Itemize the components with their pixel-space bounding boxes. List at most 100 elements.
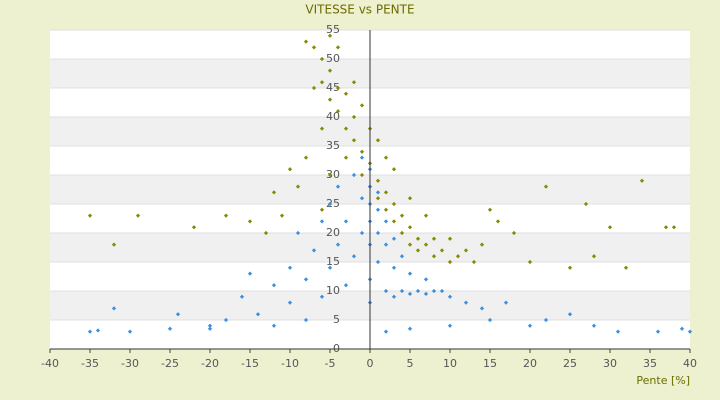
point bbox=[391, 201, 397, 207]
x-tick-label: -5 bbox=[325, 357, 336, 370]
point bbox=[399, 213, 405, 218]
point bbox=[415, 248, 421, 253]
point bbox=[487, 207, 493, 212]
point bbox=[383, 219, 389, 224]
point bbox=[615, 329, 621, 334]
point bbox=[319, 207, 325, 212]
point bbox=[423, 291, 429, 297]
x-tick-label: -30 bbox=[121, 357, 139, 370]
point bbox=[639, 178, 645, 183]
x-tick-label: 0 bbox=[367, 357, 374, 370]
point bbox=[295, 184, 301, 189]
point bbox=[351, 254, 357, 259]
x-tick-label: 10 bbox=[443, 357, 457, 370]
point bbox=[359, 196, 365, 201]
point bbox=[527, 259, 533, 265]
point bbox=[271, 283, 277, 288]
x-tick-label: -40 bbox=[41, 357, 59, 370]
point bbox=[263, 230, 269, 236]
point bbox=[287, 167, 293, 172]
x-tick-label: -20 bbox=[201, 357, 219, 370]
point bbox=[391, 294, 397, 299]
point bbox=[375, 259, 381, 265]
x-tick-label: 40 bbox=[683, 357, 697, 370]
point bbox=[375, 207, 381, 212]
point bbox=[303, 155, 309, 160]
x-tick-label: -35 bbox=[81, 357, 99, 370]
x-tick-label: 35 bbox=[643, 357, 657, 370]
point bbox=[279, 213, 285, 218]
point bbox=[415, 236, 421, 241]
point bbox=[383, 288, 389, 294]
point bbox=[687, 329, 693, 334]
point bbox=[655, 329, 661, 334]
point bbox=[351, 138, 357, 143]
point bbox=[407, 271, 413, 276]
point bbox=[623, 265, 629, 270]
point bbox=[255, 312, 261, 317]
point bbox=[375, 196, 381, 201]
x-tick-label: -15 bbox=[241, 357, 259, 370]
point bbox=[487, 317, 493, 323]
point bbox=[207, 326, 213, 331]
point bbox=[239, 294, 245, 299]
point bbox=[607, 225, 613, 230]
point bbox=[383, 155, 389, 160]
point bbox=[343, 219, 349, 224]
point bbox=[135, 213, 141, 218]
point bbox=[359, 230, 365, 236]
point bbox=[383, 207, 389, 212]
point bbox=[343, 155, 349, 160]
point bbox=[407, 291, 413, 297]
point bbox=[175, 312, 181, 317]
y-tick-label: 30 bbox=[326, 168, 340, 181]
point bbox=[399, 230, 405, 236]
point bbox=[223, 213, 229, 218]
point bbox=[383, 242, 389, 247]
point bbox=[375, 230, 381, 236]
point bbox=[375, 178, 381, 183]
point bbox=[591, 254, 597, 259]
point bbox=[87, 213, 93, 218]
point bbox=[447, 294, 453, 299]
point bbox=[407, 225, 413, 230]
point bbox=[407, 242, 413, 247]
point bbox=[455, 254, 461, 259]
point bbox=[423, 242, 429, 247]
point bbox=[335, 184, 341, 189]
point bbox=[375, 190, 381, 195]
x-tick-label: -25 bbox=[161, 357, 179, 370]
point bbox=[167, 326, 173, 331]
x-tick-label: 5 bbox=[407, 357, 414, 370]
point bbox=[543, 184, 549, 189]
point bbox=[327, 265, 333, 270]
point bbox=[375, 138, 381, 143]
y-tick-label: 50 bbox=[326, 52, 340, 65]
point bbox=[663, 225, 669, 230]
point bbox=[351, 172, 357, 178]
y-tick-label: 45 bbox=[326, 81, 340, 94]
point bbox=[327, 172, 333, 178]
y-tick-label: 20 bbox=[326, 226, 340, 239]
point bbox=[391, 236, 397, 241]
point bbox=[463, 248, 469, 253]
point bbox=[447, 259, 453, 265]
point bbox=[223, 317, 229, 323]
point bbox=[359, 172, 365, 178]
point bbox=[207, 323, 213, 328]
point bbox=[471, 259, 477, 265]
y-tick-label: 35 bbox=[326, 139, 340, 152]
y-tick-label: 10 bbox=[326, 284, 340, 297]
point bbox=[591, 323, 597, 328]
x-axis-label: Pente [%] bbox=[636, 374, 690, 387]
chart-title: VITESSE vs PENTE bbox=[305, 3, 414, 17]
point bbox=[431, 254, 437, 259]
point bbox=[415, 288, 421, 294]
point bbox=[543, 317, 549, 323]
point bbox=[391, 265, 397, 270]
point bbox=[463, 300, 469, 305]
x-tick-label: 20 bbox=[523, 357, 537, 370]
x-tick-label: 15 bbox=[483, 357, 497, 370]
point bbox=[247, 219, 253, 224]
